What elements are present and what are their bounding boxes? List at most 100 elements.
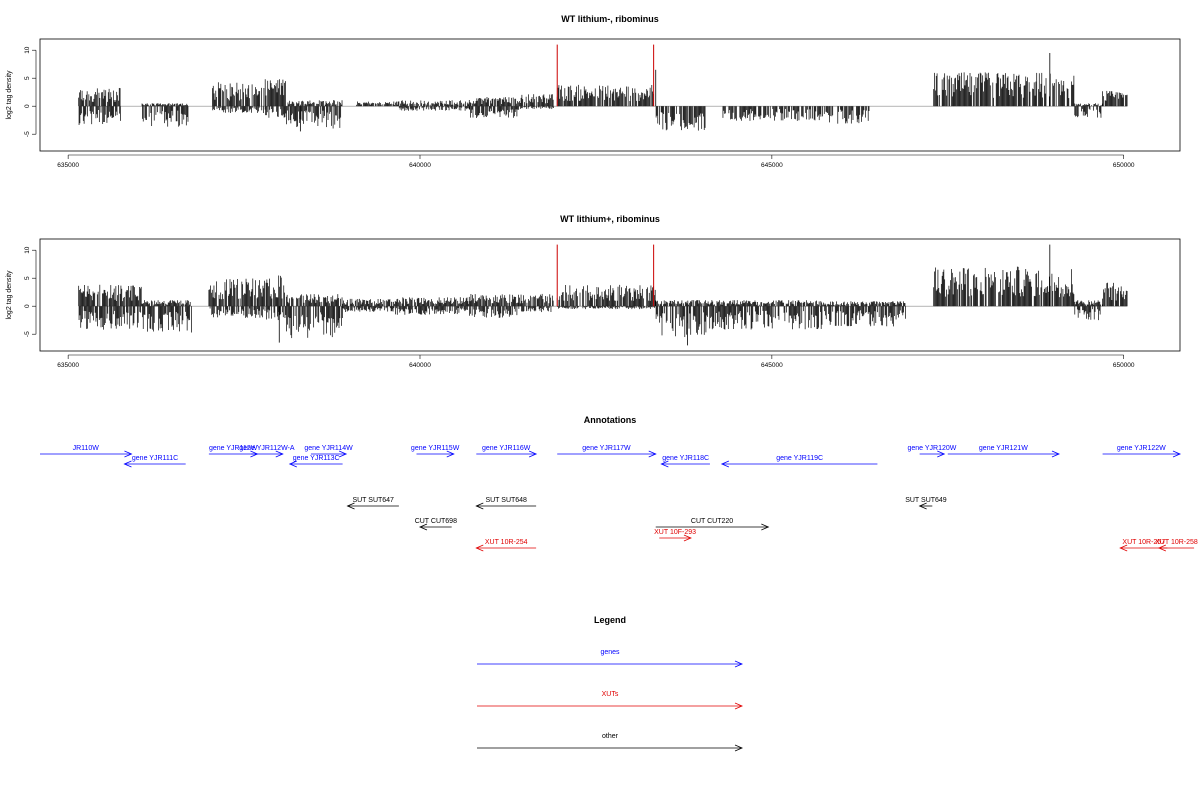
feature-label: gene YJR122W [1117,445,1166,452]
x-tick-label: 640000 [409,362,431,369]
annotation-feature: SUT SUT649 [905,497,947,510]
feature-arrowhead [937,450,946,458]
legend-label: other [602,733,619,740]
feature-arrowhead [346,502,355,510]
track-panel-lithium-minus: WT lithium-, ribominus log2 tag density … [6,14,1181,169]
feature-arrowhead [338,450,348,458]
feature-label: gene YJR119C [776,455,823,462]
legend-label: XUTs [602,691,619,698]
feature-arrowhead [720,460,730,468]
y-axis-label: log2 tag density [6,70,13,120]
legend-item: genes [477,649,744,668]
annotations-title: Annotations [584,415,637,425]
feature-label: gene YJR116W [482,445,531,452]
x-tick-label: 650000 [1113,362,1135,369]
x-tick-label: 645000 [761,162,783,169]
feature-label: SUT SUT649 [905,497,947,504]
track-panel-lithium-plus: WT lithium+, ribominus log2 tag density … [6,214,1181,369]
y-tick-label: 10 [24,246,31,254]
annotations-track: Annotations JR110W gene YJR111C gene YJR11… [40,415,1198,552]
feature-arrowhead [446,450,455,458]
legend-arrowhead [734,744,744,752]
feature-label: XUT 10R-254 [485,539,528,546]
feature-label: gene YJR113C [293,455,340,462]
x-tick-label: 635000 [57,162,79,169]
annotation-feature: gene YJR120W [907,445,957,458]
y-tick-label: 5 [24,76,31,80]
annotation-feature: SUT SUT647 [346,497,399,510]
x-tick-label: 645000 [761,362,783,369]
annotation-feature: CUT CUT220 [655,518,770,531]
feature-arrowhead [683,534,692,542]
annotation-feature: gene YJR118C [660,455,710,468]
plot-frame [39,38,1181,152]
annotation-feature: gene YJR122W [1102,445,1182,458]
panel-title: WT lithium-, ribominus [561,14,659,24]
annotation-feature: XUT 10R-258 [1155,539,1198,552]
plot-frame [39,238,1181,352]
feature-arrowhead [123,460,132,468]
y-tick-label: 0 [24,304,31,308]
axes: 635000 640000 645000 650000 -5 0 5 10 [24,46,1135,169]
feature-arrowhead [418,523,428,531]
x-tick-label: 635000 [57,362,79,369]
y-axis-label: log2 tag density [6,270,13,320]
legend-item: other [477,733,744,752]
feature-label: gene YJR114W [304,445,353,452]
coverage-bars [78,244,1128,346]
annotation-feature: XUT 10F-293 [654,529,696,542]
annotation-feature: CUT CUT698 [415,518,457,531]
feature-label: CUT CUT220 [691,518,733,525]
legend-items: genes XUTs other [477,649,744,752]
panel-title: WT lithium+, ribominus [560,214,660,224]
feature-label: XUT 10R-257 [1122,539,1165,546]
feature-label: XUT 10R-258 [1155,539,1198,546]
feature-label: CUT CUT698 [415,518,457,525]
feature-label: gene YJR117W [582,445,631,452]
feature-arrowhead [1157,544,1167,552]
feature-arrowhead [918,502,927,510]
annotation-feature: gene YJR111C [123,455,186,468]
annotation-feature: gene YJR117W [557,445,657,458]
y-tick-label: 5 [24,276,31,280]
annotation-feature: gene YJR115W [411,445,460,458]
feature-arrowhead [275,450,284,458]
y-tick-label: -5 [24,131,31,137]
legend-title: Legend [594,615,626,625]
feature-arrowhead [1119,544,1128,552]
x-tick-label: 640000 [409,162,431,169]
feature-label: gene YJR120W [907,445,956,452]
annotation-feature: gene YJR119C [720,455,878,468]
feature-label: gene YJR112W-A [239,445,295,452]
annotation-feature: gene YJR114W [304,445,353,458]
feature-label: SUT SUT647 [352,497,394,504]
feature-label: gene YJR111C [132,455,178,462]
feature-arrowhead [1172,450,1182,458]
feature-label: gene YJR121W [979,445,1028,452]
feature-label: gene YJR115W [411,445,460,452]
feature-label: gene YJR112W [209,445,258,452]
legend-label: genes [600,649,620,656]
y-tick-label: 10 [24,46,31,54]
annotation-feature: SUT SUT648 [475,497,537,510]
legend-arrowhead [734,660,744,668]
feature-label: XUT 10F-293 [654,529,696,536]
annotation-feature: gene YJR113C [288,455,343,468]
feature-arrowhead [528,450,538,458]
feature-label: SUT SUT648 [485,497,527,504]
annotation-feature: gene YJR116W [476,445,538,458]
y-tick-label: -5 [24,331,31,337]
legend-item: XUTs [477,691,744,710]
feature-label: gene YJR118C [662,455,709,462]
feature-arrowhead [1051,450,1060,458]
annotation-feature: gene YJR121W [947,445,1060,458]
feature-arrowhead [761,523,770,531]
axes: 635000 640000 645000 650000 -5 0 5 10 [24,246,1135,369]
feature-arrowhead [475,544,484,552]
legend-arrowhead [734,702,744,710]
feature-arrowhead [124,450,133,458]
x-tick-label: 650000 [1113,162,1135,169]
feature-arrowhead [475,502,484,510]
